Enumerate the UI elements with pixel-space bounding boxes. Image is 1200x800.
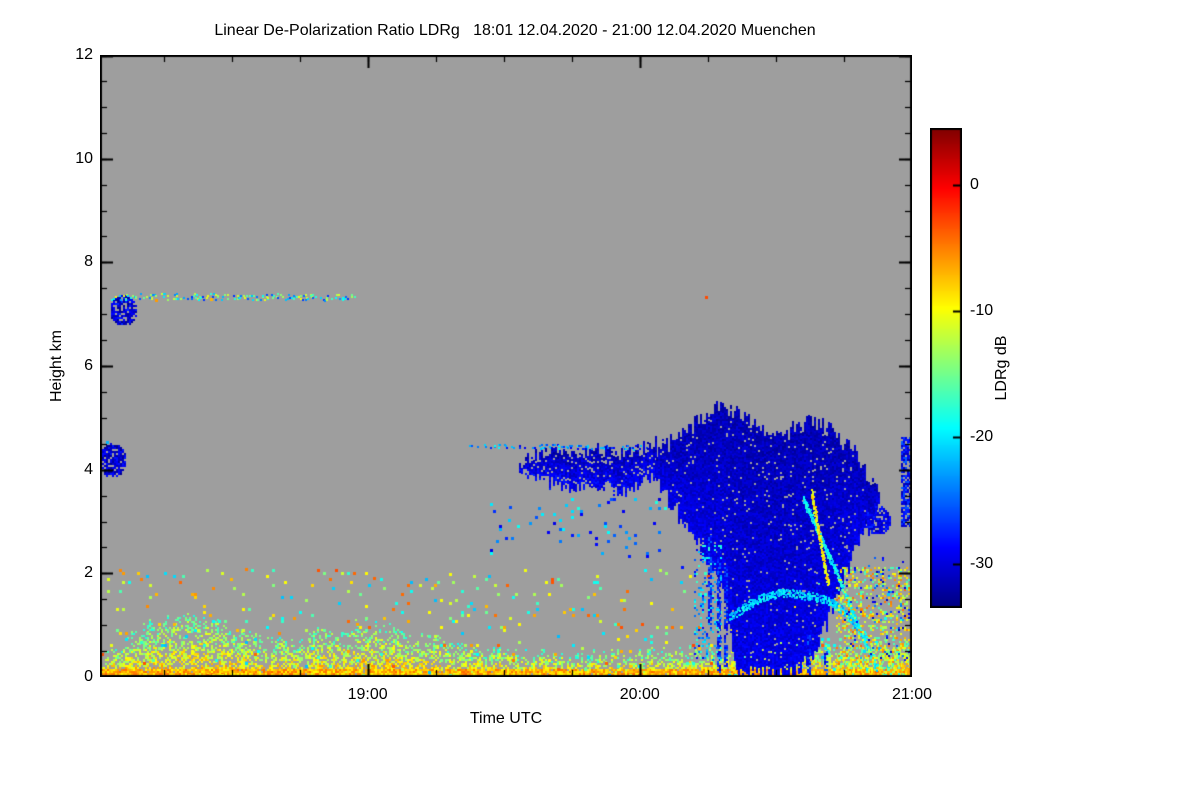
colorbar-canvas: [930, 128, 962, 608]
y-tick-label: 6: [84, 357, 93, 374]
colorbar-tick-label: 0: [970, 175, 979, 193]
y-tick-label: 2: [84, 564, 93, 582]
heatmap-canvas: [100, 55, 912, 677]
colorbar-tick-label: -20: [970, 428, 994, 446]
y-tick-label: 12: [75, 46, 93, 63]
y-tick-label: 8: [84, 253, 93, 271]
x-axis-label: Time UTC: [469, 710, 543, 727]
x-tick-label: 19:00: [347, 686, 388, 703]
colorbar-label: LDRg dB: [993, 335, 1010, 401]
y-tick-label: 10: [75, 149, 93, 167]
y-tick-label: 4: [84, 460, 93, 478]
colorbar-tick-label: -30: [970, 554, 994, 572]
y-tick-label: 0: [84, 668, 93, 685]
chart-title: Linear De-Polarization Ratio LDRg 18:01 …: [214, 22, 816, 39]
x-tick-label: 21:00: [891, 686, 933, 703]
x-tick-label: 20:00: [619, 686, 660, 703]
colorbar-tick-label: -10: [970, 302, 994, 320]
